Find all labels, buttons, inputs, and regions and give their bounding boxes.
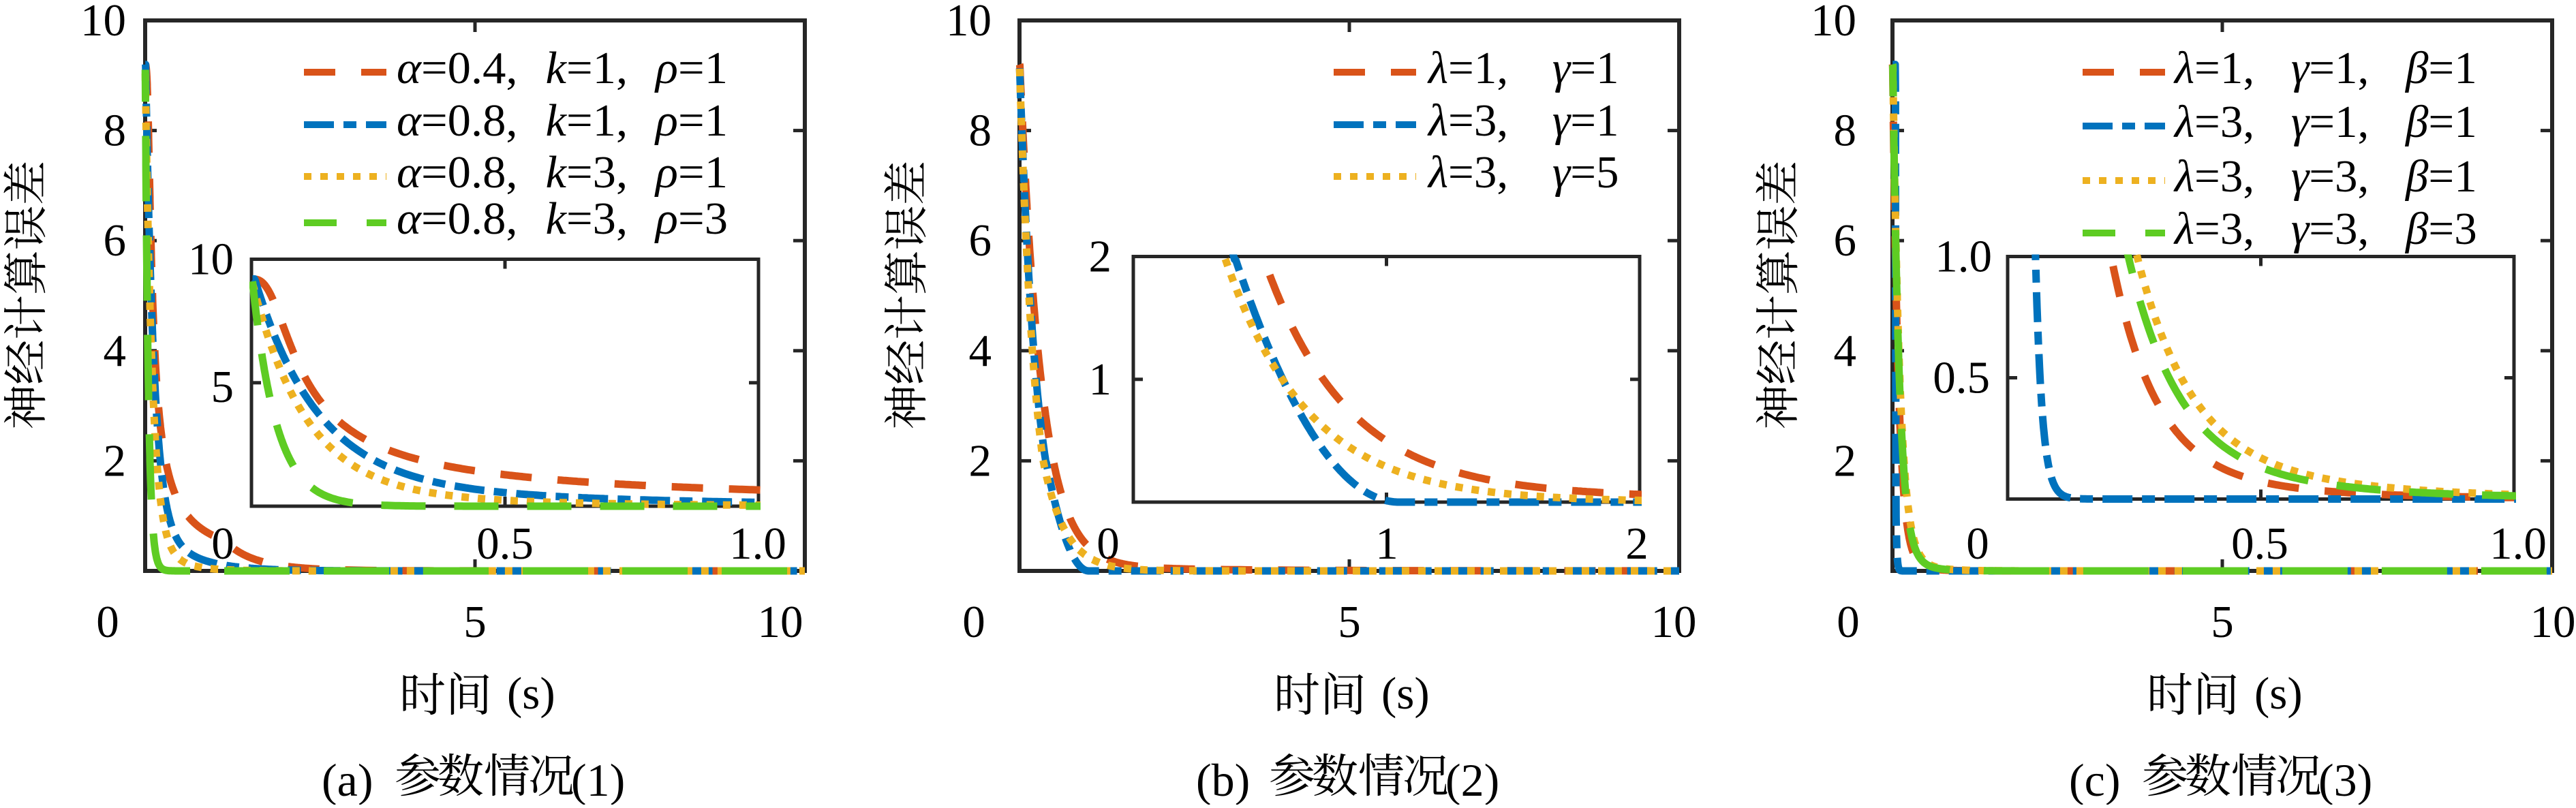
svg-text:0.5: 0.5 (1933, 353, 1990, 403)
svg-text:0: 0 (1837, 597, 1860, 647)
svg-text:0: 0 (1966, 518, 1989, 569)
svg-text:1.0: 1.0 (729, 518, 786, 569)
svg-text:(c): (c) (2069, 754, 2120, 805)
svg-text:(1): (1) (571, 754, 625, 805)
svg-text:0: 0 (211, 518, 234, 569)
svg-text:2: 2 (1834, 435, 1857, 486)
svg-text:1: 1 (1089, 354, 1112, 405)
svg-text:α=0.8,k=1,ρ=1: α=0.8, k=1, ρ=1 (397, 95, 728, 146)
svg-text:10: 10 (1651, 597, 1697, 647)
svg-text:2: 2 (969, 435, 992, 486)
svg-text:5: 5 (463, 597, 487, 647)
svg-text:8: 8 (1834, 106, 1857, 156)
svg-text:10: 10 (2530, 597, 2576, 647)
svg-text:(s): (s) (507, 668, 555, 719)
svg-text:(b): (b) (1196, 754, 1250, 805)
svg-text:10: 10 (946, 0, 992, 46)
svg-text:1.0: 1.0 (2489, 518, 2547, 569)
svg-text:λ=3, γ=3, β=3: λ=3, γ=3, β=3 (2173, 204, 2477, 254)
svg-text:α=0.4,k=1,ρ=1: α=0.4, k=1, ρ=1 (397, 43, 728, 93)
svg-text:α=0.8,k=3,ρ=3: α=0.8, k=3, ρ=3 (397, 193, 728, 244)
svg-text:10: 10 (188, 234, 234, 285)
svg-text:0: 0 (96, 597, 119, 647)
svg-text:4: 4 (104, 326, 127, 376)
svg-text:α=0.8,k=3,ρ=1: α=0.8, k=3, ρ=1 (397, 147, 728, 198)
svg-text:(s): (s) (2254, 668, 2303, 719)
svg-text:λ=3, γ=3, β=1: λ=3, γ=3, β=1 (2173, 151, 2477, 202)
svg-text:2: 2 (104, 435, 127, 486)
svg-text:0: 0 (1097, 518, 1120, 569)
svg-text:(s): (s) (1381, 668, 1430, 719)
svg-text:5: 5 (211, 362, 234, 412)
svg-text:0: 0 (962, 597, 985, 647)
svg-text:2: 2 (1625, 518, 1649, 569)
svg-text:0.5: 0.5 (2231, 518, 2288, 569)
svg-text:λ=3, γ=1, β=1: λ=3, γ=1, β=1 (2173, 97, 2477, 147)
svg-text:5: 5 (1338, 597, 1361, 647)
svg-text:1: 1 (1375, 518, 1398, 569)
svg-text:(3): (3) (2318, 754, 2372, 805)
svg-text:5: 5 (2211, 597, 2234, 647)
svg-text:8: 8 (969, 106, 992, 156)
svg-text:10: 10 (1811, 0, 1856, 46)
svg-text:6: 6 (104, 215, 127, 266)
svg-text:1.0: 1.0 (1935, 232, 1992, 282)
svg-text:10: 10 (758, 597, 803, 647)
svg-text:4: 4 (1834, 326, 1857, 376)
svg-text:8: 8 (104, 106, 127, 156)
svg-text:6: 6 (969, 215, 992, 266)
svg-text:2: 2 (1089, 232, 1112, 282)
svg-text:(2): (2) (1445, 754, 1499, 805)
svg-text:4: 4 (969, 326, 992, 376)
svg-text:λ=1, γ=1, β=1: λ=1, γ=1, β=1 (2173, 43, 2477, 93)
svg-text:(a): (a) (322, 754, 373, 805)
svg-text:10: 10 (80, 0, 126, 46)
svg-text:0.5: 0.5 (476, 518, 534, 569)
svg-text:6: 6 (1834, 215, 1857, 266)
